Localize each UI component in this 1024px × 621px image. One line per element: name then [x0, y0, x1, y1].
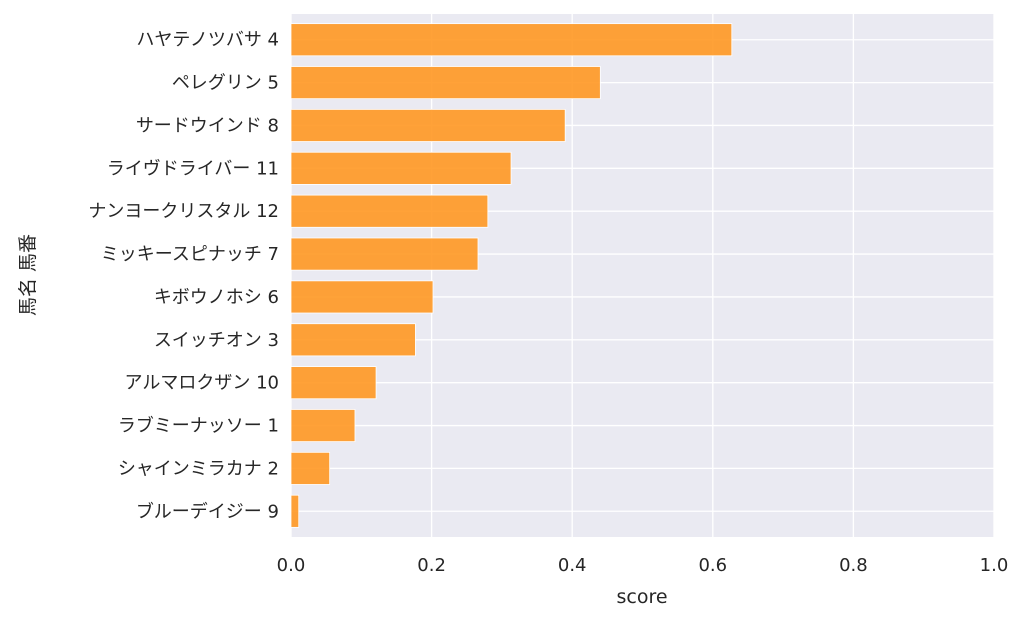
y-tick-label: ミッキースピナッチ 7: [101, 244, 279, 265]
y-tick-label: ブルーデイジー 9: [136, 500, 279, 522]
bar: [290, 194, 489, 228]
bar: [290, 451, 331, 485]
y-tick-labels: ハヤテノツバサ 4 ペレグリン 5 サードウインド 8 ライヴドライバー 11 ナンヨー…: [88, 30, 279, 523]
bar: [290, 237, 479, 271]
bar: [290, 366, 377, 400]
y-tick-label: ナンヨークリスタル 12: [88, 201, 279, 222]
y-tick-label: ラブミーナッソー 1: [118, 415, 279, 437]
bar: [290, 280, 434, 314]
x-tick-label: 0.2: [417, 555, 446, 576]
bar: [290, 151, 512, 185]
y-tick-label: ライヴドライバー 11: [107, 158, 279, 179]
y-tick-label: ハヤテノツバサ 4: [136, 30, 279, 51]
x-tick-label: 0.8: [839, 555, 868, 576]
x-tick-label: 1.0: [980, 555, 1009, 576]
plot-background: [291, 14, 994, 537]
bar: [290, 108, 566, 142]
y-tick-label: アルマロクザン 10: [125, 373, 279, 394]
bar: [290, 66, 601, 100]
y-tick-label: ペレグリン 5: [172, 73, 279, 94]
x-axis-label: score: [616, 586, 667, 608]
y-tick-label: スイッチオン 3: [154, 330, 279, 351]
x-tick-label: 0.0: [277, 555, 306, 576]
y-tick-label: シャインミラカナ 2: [118, 458, 279, 479]
x-tick-label: 0.6: [698, 555, 727, 576]
bars: [290, 23, 733, 528]
bar: [290, 494, 300, 528]
y-tick-label: サードウインド 8: [136, 115, 279, 136]
bar: [290, 409, 356, 443]
y-tick-label: キボウノホシ 6: [154, 287, 279, 308]
bar: [290, 323, 416, 357]
y-axis-label: 馬名 馬番: [17, 234, 39, 316]
x-tick-labels: 0.0 0.2 0.4 0.6 0.8 1.0: [277, 555, 1009, 576]
x-tick-label: 0.4: [558, 555, 587, 576]
bar: [290, 23, 733, 57]
